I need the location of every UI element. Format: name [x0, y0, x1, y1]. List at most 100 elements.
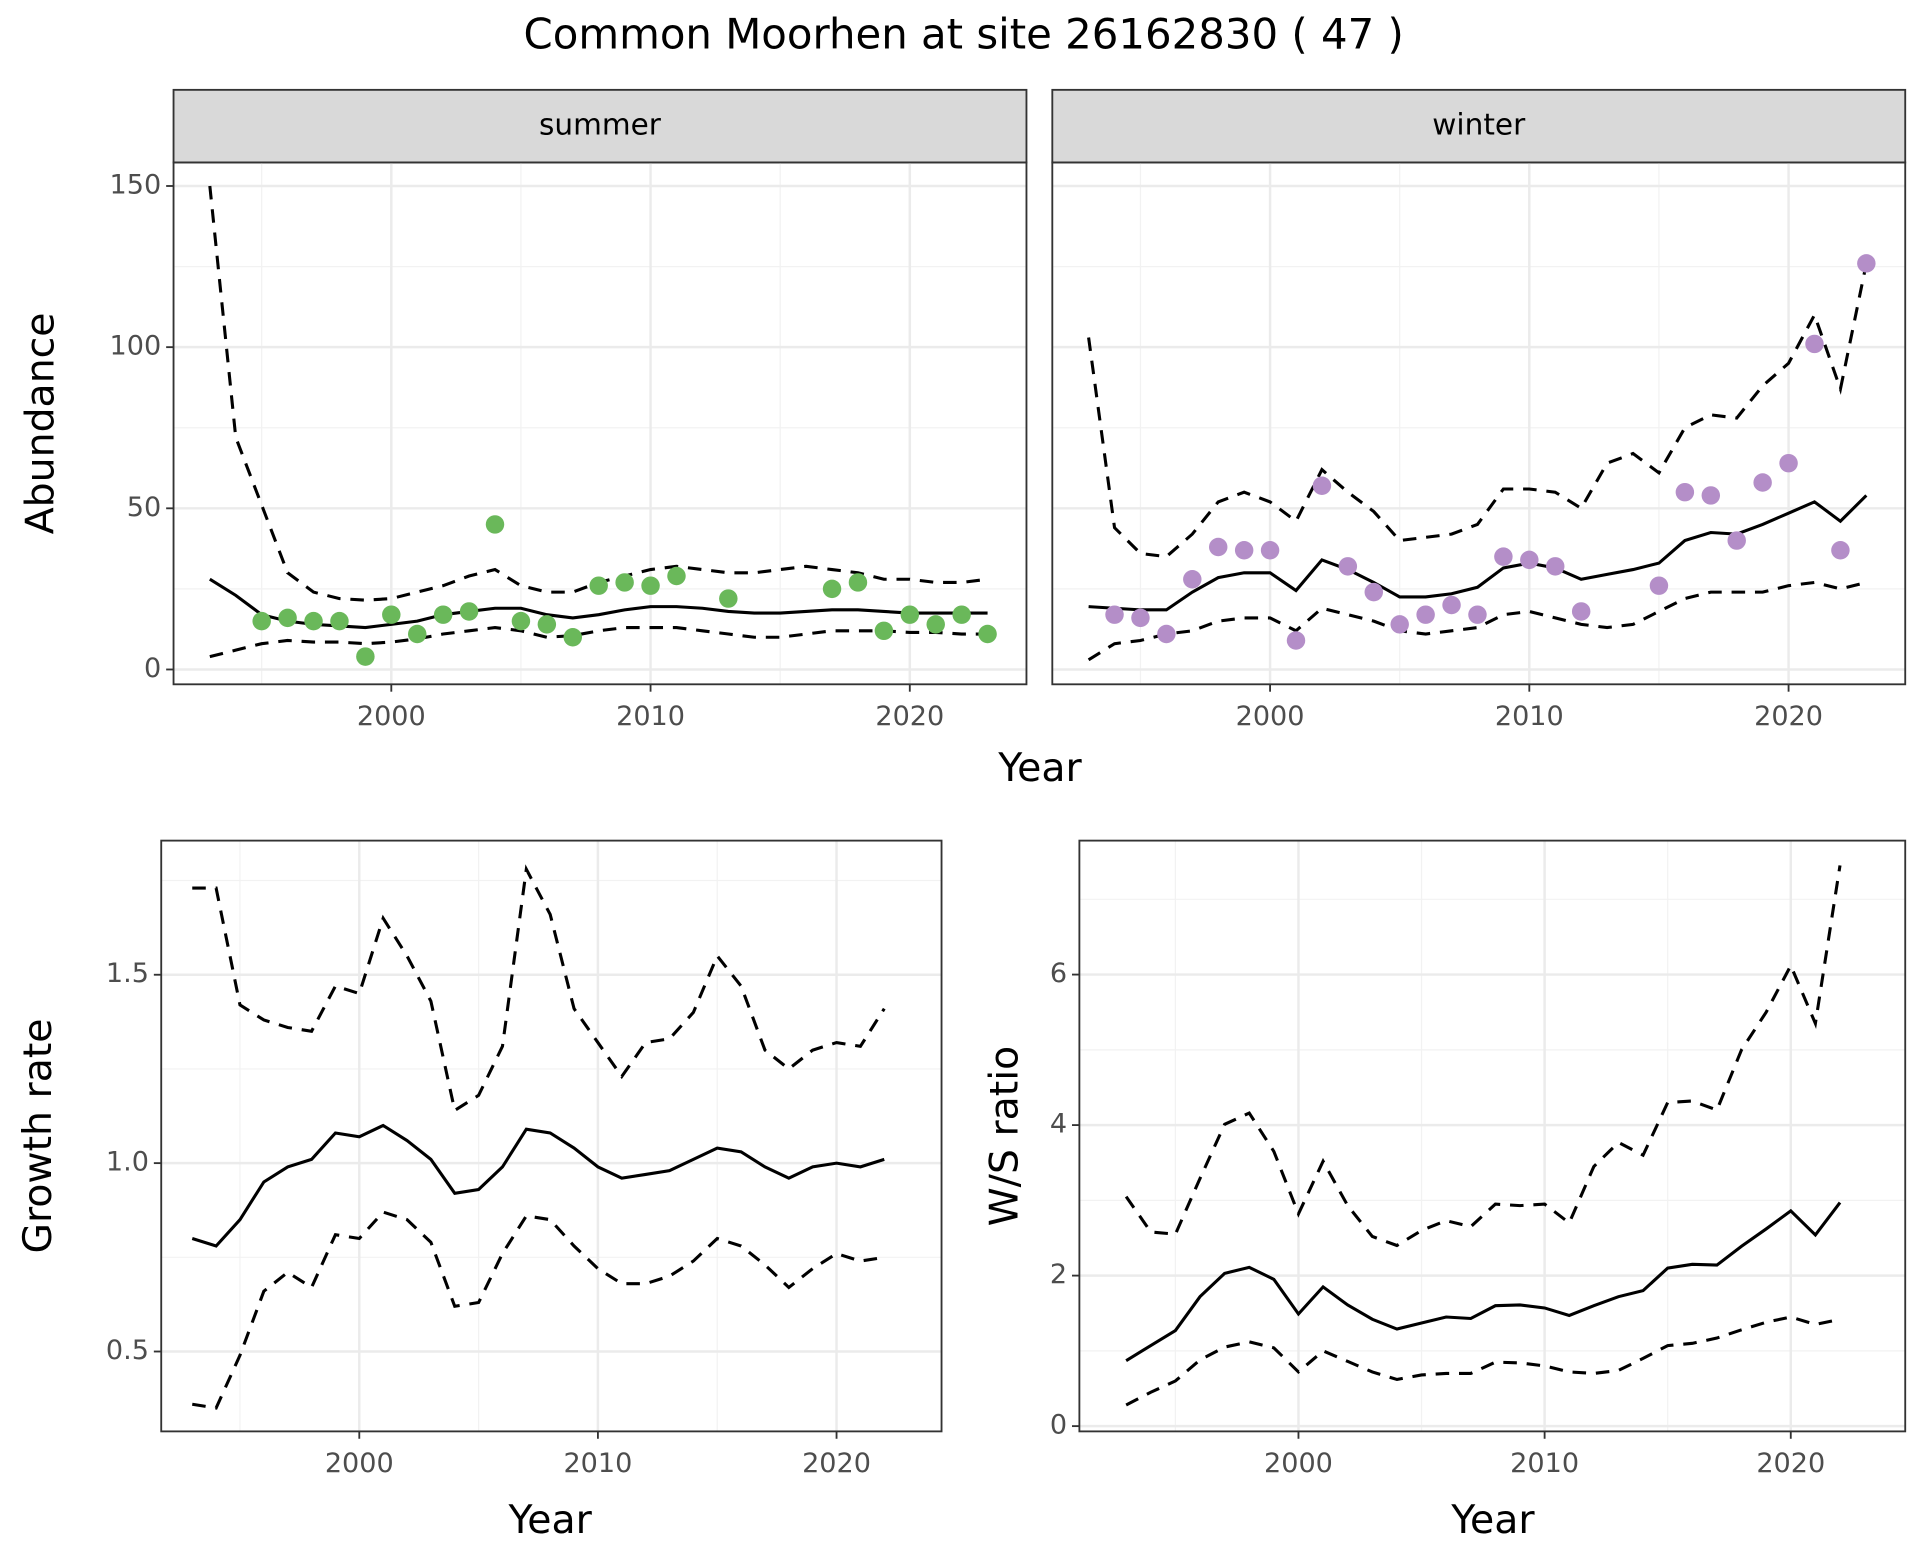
data-point — [719, 589, 738, 608]
interval-line — [1125, 1315, 1841, 1407]
y-tick-label: 4 — [1050, 1109, 1067, 1140]
x-tick-label: 2010 — [616, 701, 685, 732]
data-point — [1234, 540, 1254, 560]
interval-line — [192, 864, 886, 1113]
data-point — [485, 515, 505, 534]
y-tick-label: 1.0 — [106, 1147, 149, 1178]
panel-border — [1051, 161, 1907, 686]
figure-title: Common Moorhen at site 26162830 ( 47 ) — [524, 9, 1404, 58]
data-point — [1753, 473, 1772, 492]
x-tick-label: 2000 — [325, 1448, 394, 1479]
data-point — [848, 573, 868, 592]
data-point — [1675, 482, 1695, 502]
data-point — [1442, 595, 1461, 615]
data-point — [1416, 605, 1435, 624]
data-point — [1390, 615, 1409, 634]
data-point — [408, 624, 427, 644]
x-tick-label: 2010 — [1495, 701, 1564, 732]
data-point — [1831, 540, 1850, 560]
data-point — [252, 611, 271, 631]
y-tick-label: 50 — [127, 492, 161, 523]
data-point — [1779, 453, 1798, 473]
data-point — [1701, 486, 1721, 505]
data-point — [330, 611, 349, 631]
data-point — [1727, 531, 1746, 550]
y-tick-label: 6 — [1050, 958, 1067, 989]
x-tick-label: 2020 — [1756, 1448, 1825, 1479]
y-tick-label: 0 — [1050, 1410, 1067, 1441]
x-tick-label: 2000 — [357, 701, 426, 732]
data-point — [1208, 537, 1228, 557]
facet-label: summer — [539, 108, 662, 142]
y-axis-title: W/S ratio — [981, 1046, 1027, 1227]
data-point — [1338, 557, 1358, 576]
facet-label: winter — [1432, 108, 1526, 142]
data-point — [1105, 605, 1124, 624]
data-point — [1468, 605, 1487, 624]
data-point — [1571, 602, 1591, 621]
data-point — [563, 628, 583, 647]
data-point — [900, 605, 920, 624]
panel-border — [1078, 839, 1907, 1433]
panel-border — [172, 161, 1028, 686]
data-point — [511, 611, 531, 631]
x-tick-label: 2000 — [1236, 701, 1305, 732]
data-point — [667, 566, 686, 586]
y-axis-title: Growth rate — [15, 1018, 61, 1253]
y-tick-label: 1.5 — [106, 958, 149, 989]
data-point — [1649, 576, 1669, 595]
facet-strip — [172, 88, 1028, 164]
data-point — [641, 576, 660, 595]
x-axis-title: Year — [1450, 1497, 1535, 1543]
data-point — [926, 615, 945, 634]
fitted-line — [1125, 1201, 1842, 1362]
x-axis-title: Year — [507, 1497, 592, 1543]
data-point — [1364, 582, 1384, 602]
y-tick-label: 2 — [1050, 1259, 1067, 1290]
interval-line — [192, 1210, 885, 1410]
data-point — [822, 579, 842, 599]
x-axis-title: Year — [997, 745, 1082, 791]
x-tick-label: 2000 — [1264, 1448, 1333, 1479]
data-point — [382, 605, 401, 624]
y-tick-label: 150 — [110, 169, 162, 200]
data-point — [1312, 476, 1332, 495]
y-tick-label: 100 — [110, 331, 162, 362]
data-point — [1805, 334, 1824, 354]
interval-line — [1087, 263, 1868, 559]
fitted-line — [191, 1123, 885, 1248]
data-point — [459, 602, 479, 621]
data-point — [1131, 608, 1150, 628]
facet-strip — [1051, 88, 1907, 164]
x-tick-label: 2020 — [802, 1448, 871, 1479]
data-point — [1520, 550, 1539, 570]
data-point — [356, 647, 375, 666]
x-tick-label: 2010 — [1510, 1448, 1579, 1479]
x-tick-label: 2020 — [1754, 701, 1823, 732]
interval-line — [1124, 865, 1842, 1248]
y-axis-title: Abundance — [18, 312, 64, 534]
data-point — [433, 605, 453, 624]
x-tick-label: 2020 — [875, 701, 944, 732]
data-point — [1286, 631, 1306, 650]
interval-line — [1087, 580, 1867, 662]
panel-border — [160, 839, 943, 1433]
data-point — [1857, 254, 1876, 273]
data-point — [952, 605, 971, 624]
x-tick-label: 2010 — [563, 1448, 632, 1479]
data-point — [1494, 547, 1513, 566]
data-point — [978, 624, 997, 644]
data-point — [1157, 624, 1176, 644]
y-tick-label: 0 — [144, 653, 161, 684]
y-tick-label: 0.5 — [106, 1335, 149, 1366]
data-point — [1260, 540, 1280, 560]
data-point — [1183, 569, 1202, 589]
data-point — [1546, 557, 1565, 576]
data-point — [278, 608, 297, 628]
data-point — [615, 573, 634, 592]
data-point — [874, 621, 894, 641]
data-point — [589, 576, 608, 595]
data-point — [537, 615, 557, 634]
